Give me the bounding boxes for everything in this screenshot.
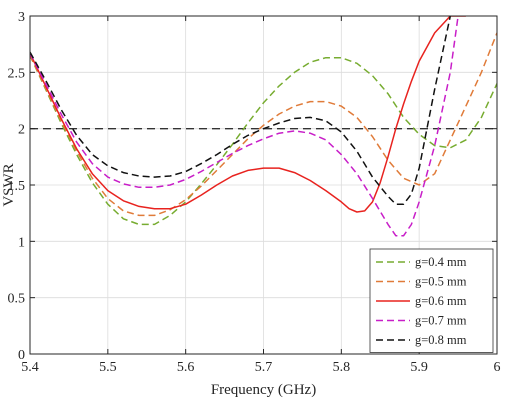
legend-label-1: g=0.4 mm xyxy=(415,255,467,269)
x-axis-label: Frequency (GHz) xyxy=(211,382,316,398)
x-tick-label: 5.5 xyxy=(99,360,117,375)
series-line-3 xyxy=(30,16,466,213)
legend-box xyxy=(369,248,494,353)
y-tick-label: 0 xyxy=(18,348,25,363)
x-tick-label: 6 xyxy=(494,360,501,375)
y-axis-label: VSWR xyxy=(1,163,17,206)
series-line-5 xyxy=(30,16,452,205)
legend-label-5: g=0.8 mm xyxy=(415,333,467,347)
x-tick-label: 5.7 xyxy=(255,360,273,375)
series-layer xyxy=(30,16,497,237)
series-line-1 xyxy=(30,55,497,226)
x-tick-label: 5.9 xyxy=(410,360,428,375)
series-line-4 xyxy=(30,16,459,237)
x-tick-label: 5.4 xyxy=(21,360,39,375)
y-tick-label: 3 xyxy=(18,10,25,25)
legend-label-3: g=0.6 mm xyxy=(415,294,467,308)
legend: g=0.4 mm g=0.5 mm g=0.6 mm g=0.7 mm g=0.8 mm xyxy=(369,248,494,353)
x-tick-label: 5.6 xyxy=(177,360,195,375)
series-line-2 xyxy=(30,32,497,217)
y-tick-label: 2.5 xyxy=(8,66,26,81)
y-tick-label: 2 xyxy=(18,123,25,138)
y-tick-label: 1 xyxy=(18,235,25,250)
y-tick-label: 1.5 xyxy=(8,179,26,194)
y-tick-label: 0.5 xyxy=(8,292,26,307)
legend-label-4: g=0.7 mm xyxy=(415,314,467,328)
legend-label-2: g=0.5 mm xyxy=(415,275,467,289)
x-tick-label: 5.8 xyxy=(333,360,351,375)
ticks: 5.4 5.5 5.6 5.7 5.8 5.9 6 0 0.5 1 1.5 2 2.5 3 xyxy=(8,10,501,375)
